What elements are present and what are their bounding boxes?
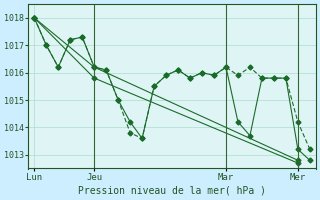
X-axis label: Pression niveau de la mer( hPa ): Pression niveau de la mer( hPa )	[78, 186, 266, 196]
